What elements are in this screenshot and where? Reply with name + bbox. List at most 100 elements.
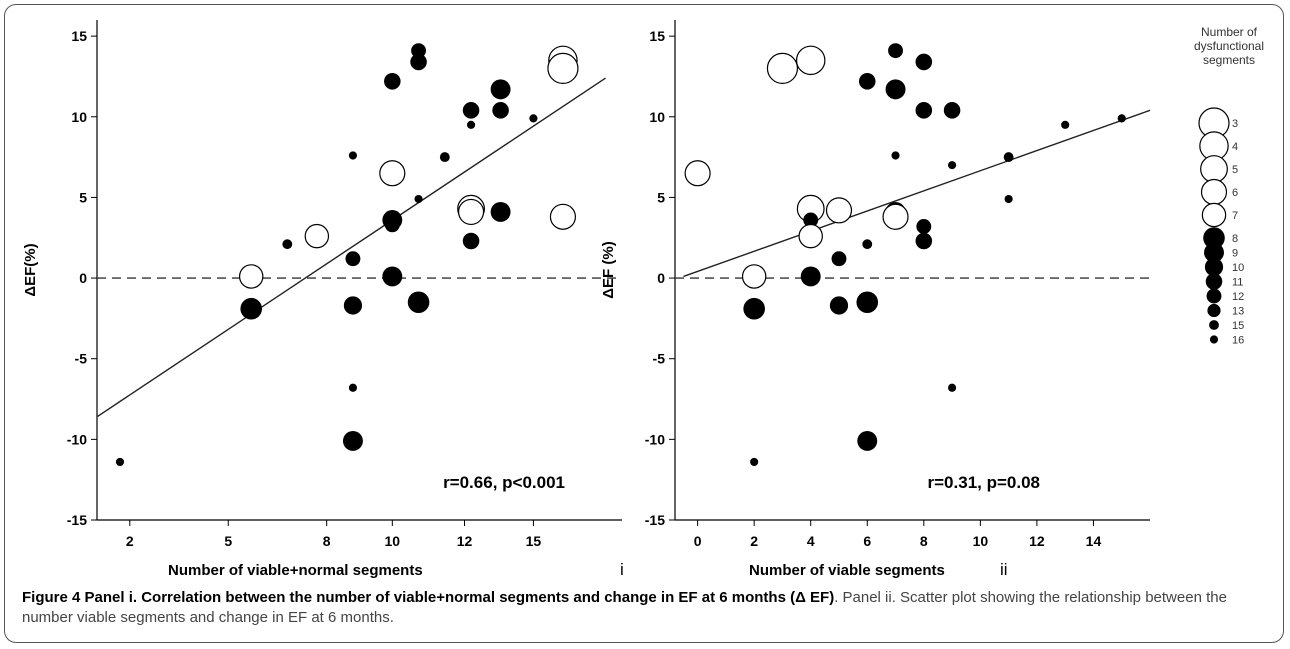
data-point bbox=[240, 297, 263, 320]
legend-marker bbox=[1201, 202, 1227, 228]
data-point bbox=[407, 291, 430, 314]
data-point bbox=[547, 52, 579, 84]
legend-marker bbox=[1209, 335, 1219, 344]
data-point bbox=[282, 239, 293, 250]
y-tick-label: 0 bbox=[657, 270, 665, 286]
legend-marker bbox=[1203, 227, 1225, 249]
data-point bbox=[948, 161, 957, 170]
data-point bbox=[916, 219, 932, 234]
panel-label: ii bbox=[1000, 560, 1008, 579]
data-point bbox=[766, 52, 799, 84]
data-point bbox=[743, 297, 765, 320]
data-point bbox=[885, 79, 906, 100]
data-point bbox=[829, 296, 849, 315]
legend-marker bbox=[1209, 320, 1219, 330]
x-tick-label: 8 bbox=[920, 533, 928, 549]
x-axis-label: Number of viable segments bbox=[749, 562, 945, 579]
data-point bbox=[238, 264, 264, 289]
legend-marker bbox=[1204, 257, 1224, 277]
y-tick-label: 5 bbox=[79, 189, 87, 205]
data-point bbox=[382, 266, 403, 287]
x-tick-label: 12 bbox=[1029, 533, 1045, 549]
data-point bbox=[915, 53, 933, 71]
data-point bbox=[529, 114, 538, 123]
data-point bbox=[490, 79, 511, 100]
legend-title: dysfunctional bbox=[1194, 39, 1264, 53]
data-point bbox=[384, 217, 400, 233]
data-point bbox=[348, 151, 358, 160]
data-point bbox=[862, 239, 873, 250]
data-point bbox=[750, 457, 759, 467]
data-point bbox=[439, 152, 450, 163]
data-point bbox=[857, 431, 878, 451]
legend-label: 5 bbox=[1232, 164, 1238, 176]
x-tick-label: 0 bbox=[694, 533, 702, 549]
data-point bbox=[414, 194, 423, 204]
legend-label: 13 bbox=[1232, 306, 1244, 318]
legend-label: 12 bbox=[1232, 291, 1244, 303]
data-point bbox=[466, 120, 476, 129]
data-point bbox=[457, 198, 485, 226]
data-point bbox=[882, 203, 909, 230]
regression-line bbox=[96, 77, 606, 418]
data-point bbox=[856, 291, 879, 314]
legend-label: 11 bbox=[1232, 277, 1243, 289]
y-tick-label: -10 bbox=[645, 431, 665, 447]
x-tick-label: 2 bbox=[126, 533, 134, 549]
data-point bbox=[858, 73, 876, 90]
legend-marker bbox=[1207, 303, 1221, 318]
data-point bbox=[1117, 114, 1126, 123]
data-point bbox=[379, 160, 406, 187]
y-tick-label: -15 bbox=[645, 512, 665, 528]
panel-i: -15 -10 -5 0 5 10 15 2 5 8 10 12 15 r=0.66, p<0.001 Nu… bbox=[22, 20, 624, 579]
data-point bbox=[684, 160, 711, 187]
y-tick-label: -5 bbox=[653, 351, 666, 367]
correlation-annotation: r=0.31, p=0.08 bbox=[928, 473, 1040, 492]
data-point bbox=[410, 53, 427, 71]
caption-bold-text: Figure 4 Panel i. Correlation between th… bbox=[22, 589, 835, 606]
legend-label: 4 bbox=[1232, 141, 1238, 153]
data-point bbox=[343, 296, 363, 315]
y-tick-label: 10 bbox=[649, 109, 665, 125]
y-axis-label: ΔEF(%) bbox=[22, 243, 39, 296]
legend-marker bbox=[1200, 155, 1228, 183]
figure-frame bbox=[4, 4, 1284, 643]
x-tick-label: 6 bbox=[863, 533, 871, 549]
data-point bbox=[342, 431, 363, 451]
legend-marker bbox=[1200, 178, 1228, 206]
x-tick-label: 12 bbox=[457, 533, 473, 549]
regression-line bbox=[683, 109, 1151, 278]
data-point bbox=[490, 201, 511, 222]
x-axis-label: Number of viable+normal segments bbox=[168, 562, 423, 579]
data-point bbox=[345, 251, 361, 267]
legend-title: segments bbox=[1203, 53, 1255, 67]
legend-label: 7 bbox=[1232, 210, 1238, 222]
legend-title: Number of bbox=[1201, 25, 1258, 39]
data-point bbox=[348, 383, 358, 392]
legend-label: 9 bbox=[1232, 248, 1238, 260]
data-point bbox=[800, 266, 821, 287]
panel-label: i bbox=[620, 560, 624, 579]
legend-label: 16 bbox=[1232, 335, 1244, 347]
y-tick-label: 15 bbox=[71, 28, 87, 44]
y-axis-label: ΔEF (%) bbox=[600, 241, 617, 298]
data-point bbox=[915, 102, 933, 119]
x-tick-label: 4 bbox=[807, 533, 815, 549]
legend-marker bbox=[1204, 242, 1224, 263]
data-point bbox=[304, 223, 330, 249]
data-point bbox=[831, 251, 847, 267]
x-tick-label: 15 bbox=[526, 533, 542, 549]
legend-label: 10 bbox=[1232, 262, 1244, 274]
data-point bbox=[115, 457, 125, 467]
data-point bbox=[1004, 194, 1013, 204]
correlation-annotation: r=0.66, p<0.001 bbox=[443, 473, 565, 492]
x-tick-label: 2 bbox=[750, 533, 758, 549]
y-tick-label: 0 bbox=[79, 270, 87, 286]
data-point bbox=[411, 43, 427, 59]
data-point bbox=[462, 232, 480, 250]
caption-rest-text: . Panel ii. Scatter plot showing the rel… bbox=[22, 589, 1227, 626]
x-tick-label: 10 bbox=[385, 533, 401, 549]
legend-marker bbox=[1205, 273, 1223, 290]
x-tick-label: 14 bbox=[1086, 533, 1102, 549]
y-tick-label: 10 bbox=[71, 109, 87, 125]
